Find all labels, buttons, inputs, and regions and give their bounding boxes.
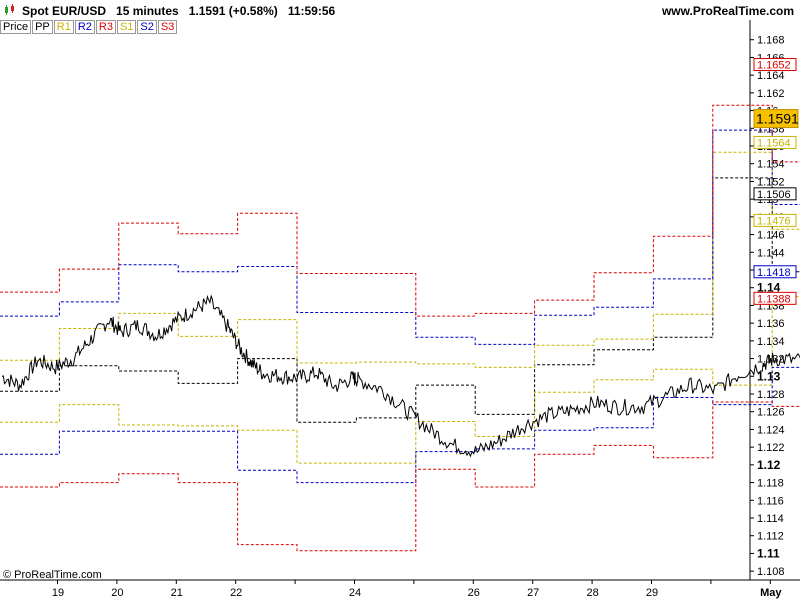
instrument-name: Spot EUR/USD — [22, 4, 106, 18]
level-label-box — [753, 291, 797, 305]
y-tick-label: 1.108 — [757, 566, 785, 578]
x-tick-label: May — [760, 587, 782, 599]
legend-item-r2[interactable]: R2 — [74, 20, 95, 34]
pivot-line-s2 — [0, 366, 800, 484]
level-label-box — [753, 265, 797, 279]
legend-item-s3[interactable]: S3 — [157, 20, 178, 34]
legend-item-price[interactable]: Price — [0, 20, 32, 34]
y-tick-label: 1.114 — [757, 513, 784, 525]
y-tick-label: 1.14 — [757, 281, 781, 295]
indicator-legend: Price PP R1 R2 R3 S1 S2 S3 — [0, 20, 178, 34]
current-price-text: 1.1591 — [756, 111, 799, 127]
legend-item-r1[interactable]: R1 — [53, 20, 74, 34]
y-tick-label: 1.11 — [757, 546, 780, 560]
price-change: (+0.58%) — [228, 4, 278, 18]
y-tick-label: 1.126 — [757, 407, 785, 419]
x-tick-label: 24 — [349, 587, 361, 599]
chart-header: Spot EUR/USD 15 minutes 1.1591 (+0.58%) … — [0, 0, 800, 20]
x-tick-label: 28 — [586, 587, 598, 599]
y-tick-label: 1.122 — [757, 442, 785, 454]
x-tick-label: 20 — [111, 587, 123, 599]
x-tick-label: 19 — [52, 587, 64, 599]
legend-item-s1[interactable]: S1 — [116, 20, 137, 34]
clock-time: 11:59:56 — [287, 4, 336, 18]
y-tick-label: 1.124 — [757, 424, 785, 436]
price-series-line — [1, 294, 800, 458]
level-label-text: 1.1652 — [757, 60, 791, 72]
level-label-text: 1.1476 — [757, 215, 791, 227]
y-tick-label: 1.164 — [757, 70, 785, 82]
current-price-box — [753, 109, 799, 129]
pivot-line-pp — [0, 177, 800, 423]
y-tick-label: 1.136 — [757, 318, 785, 330]
y-tick-label: 1.118 — [757, 478, 784, 490]
level-label-box — [753, 187, 797, 201]
y-tick-label: 1.134 — [757, 336, 785, 348]
y-tick-label: 1.12 — [757, 458, 781, 472]
y-tick-label: 1.13 — [757, 369, 781, 383]
level-label-text: 1.1564 — [757, 137, 791, 149]
y-tick-label: 1.168 — [757, 35, 785, 47]
y-tick-label: 1.162 — [757, 88, 785, 100]
legend-item-pp[interactable]: PP — [32, 20, 53, 34]
pivot-line-s3 — [0, 401, 800, 552]
y-tick-label: 1.128 — [757, 389, 785, 401]
timeframe[interactable]: 15 minutes — [116, 4, 179, 18]
level-label-box — [753, 213, 797, 227]
x-tick-label: 26 — [468, 587, 480, 599]
legend-item-r3[interactable]: R3 — [95, 20, 116, 34]
ticker-line: Spot EUR/USD 15 minutes 1.1591 (+0.58%) … — [22, 4, 335, 18]
last-price: 1.1591 — [188, 4, 226, 18]
pivot-line-r3 — [0, 104, 800, 317]
pivot-line-r2 — [0, 129, 800, 345]
x-tick-label: 27 — [527, 587, 539, 599]
y-tick-label: 1.146 — [757, 230, 785, 242]
x-tick-label: 29 — [646, 587, 658, 599]
candlestick-icon — [5, 4, 14, 15]
level-label-text: 1.1418 — [757, 267, 791, 279]
y-tick-label: 1.112 — [757, 531, 784, 543]
site-url[interactable]: www.ProRealTime.com — [661, 4, 794, 18]
x-tick-label: 21 — [171, 587, 183, 599]
level-label-text: 1.1388 — [757, 293, 791, 305]
y-tick-label: 1.116 — [757, 495, 784, 507]
x-tick-label: 22 — [230, 587, 242, 599]
pivot-line-s1 — [0, 296, 800, 464]
copyright-text: © ProRealTime.com — [3, 569, 102, 581]
pivot-line-r1 — [0, 151, 800, 368]
y-tick-label: 1.154 — [757, 159, 785, 171]
y-tick-label: 1.144 — [757, 247, 785, 259]
y-tick-label: 1.152 — [757, 176, 785, 188]
level-label-text: 1.1506 — [757, 189, 791, 201]
legend-item-s2[interactable]: S2 — [137, 20, 157, 34]
level-label-box — [753, 135, 797, 149]
level-label-box — [753, 58, 797, 72]
